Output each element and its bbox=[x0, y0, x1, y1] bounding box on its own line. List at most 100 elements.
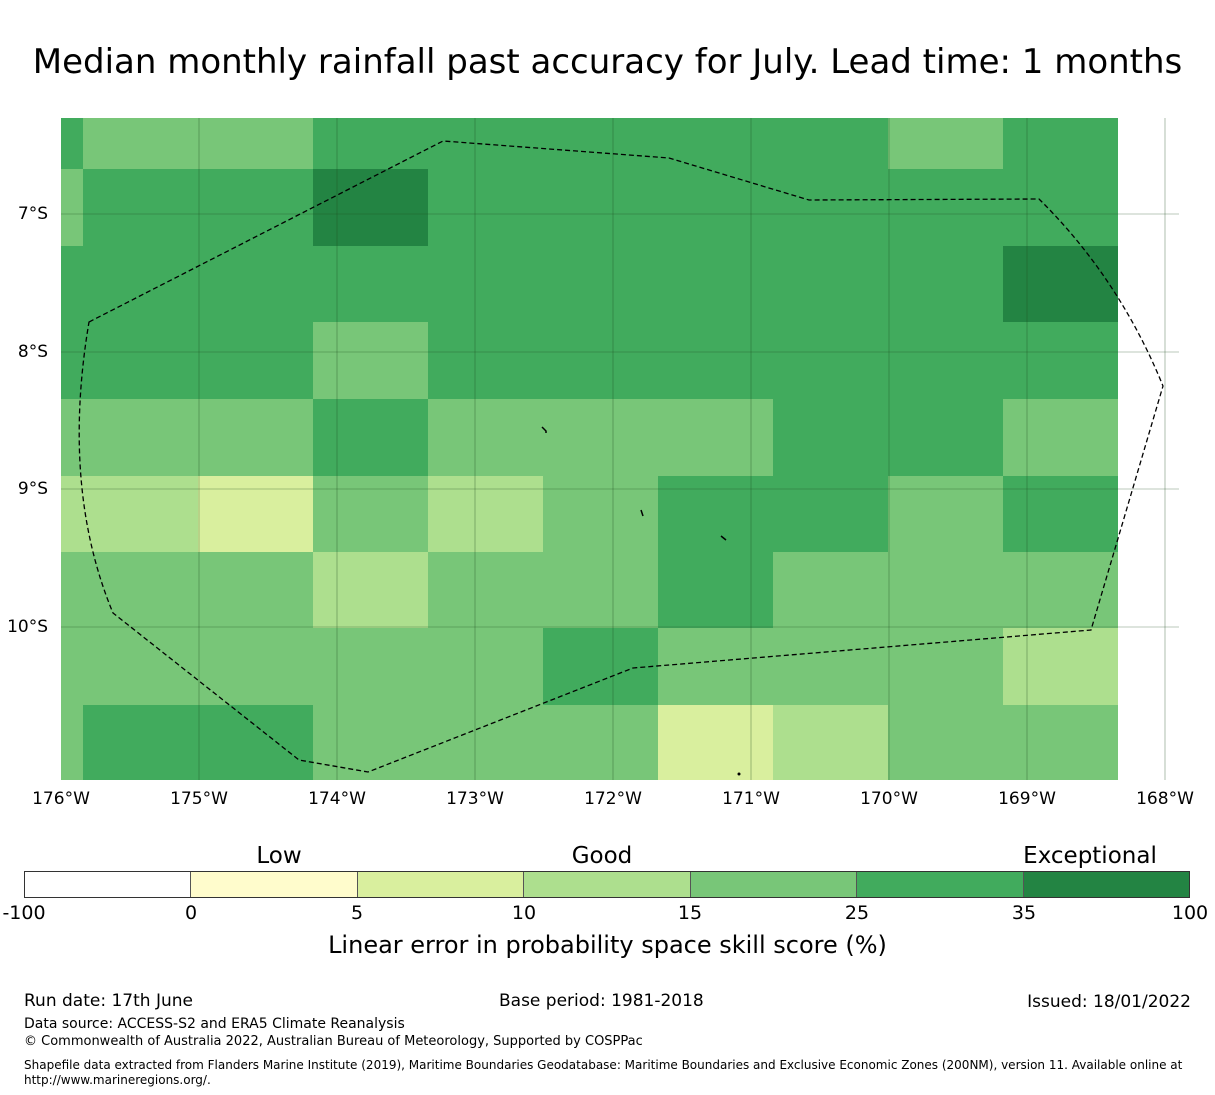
grid-cell bbox=[428, 705, 543, 780]
grid-cell bbox=[1003, 705, 1118, 780]
colorbar-tick: 0 bbox=[184, 902, 198, 924]
grid-cell bbox=[658, 705, 773, 780]
grid-cell bbox=[61, 399, 83, 476]
grid-cell bbox=[888, 476, 1003, 552]
grid-cell bbox=[888, 399, 1003, 476]
lat-label: 7°S bbox=[17, 204, 48, 224]
map-title: Median monthly rainfall past accuracy fo… bbox=[32, 42, 1183, 82]
grid-cell bbox=[428, 476, 543, 552]
island-marker bbox=[541, 426, 547, 433]
grid-cell bbox=[198, 476, 313, 552]
grid-cell bbox=[888, 118, 1003, 169]
lon-label: 175°W bbox=[170, 789, 228, 809]
shapefile-credit: Shapefile data extracted from Flanders M… bbox=[24, 1058, 1183, 1072]
grid-cell bbox=[543, 118, 658, 169]
colorbar-tick: 15 bbox=[677, 902, 703, 924]
colorbar-segment bbox=[1023, 872, 1189, 897]
colorbar-segment bbox=[690, 872, 858, 897]
grid-cell bbox=[61, 552, 83, 628]
grid-cell bbox=[888, 705, 1003, 780]
colorbar-tick: 35 bbox=[1011, 902, 1037, 924]
shapefile-url: http://www.marineregions.org/. bbox=[24, 1073, 211, 1087]
grid-cell bbox=[1003, 322, 1118, 399]
grid-cell bbox=[543, 399, 658, 476]
issued-date: Issued: 18/01/2022 bbox=[1027, 992, 1191, 1012]
colorbar-segment bbox=[25, 872, 192, 897]
grid-cell bbox=[658, 552, 773, 628]
grid-cell bbox=[888, 322, 1003, 399]
grid-cell bbox=[198, 169, 313, 246]
eez-boundary bbox=[78, 140, 1164, 773]
grid-cell bbox=[658, 476, 773, 552]
grid-cell bbox=[313, 476, 428, 552]
grid-cell bbox=[428, 322, 543, 399]
colorbar-tick: 25 bbox=[844, 902, 870, 924]
grid-cell bbox=[773, 476, 888, 552]
base-period: Base period: 1981-2018 bbox=[499, 991, 704, 1011]
grid-cell bbox=[61, 118, 83, 169]
lon-label: 171°W bbox=[722, 789, 780, 809]
colorbar-tick: -100 bbox=[2, 902, 46, 924]
copyright: © Commonwealth of Australia 2022, Austra… bbox=[24, 1034, 643, 1049]
grid-cell bbox=[198, 705, 313, 780]
grid-cell bbox=[543, 705, 658, 780]
grid-cell bbox=[61, 705, 83, 780]
grid-cell bbox=[198, 399, 313, 476]
grid-cell bbox=[543, 246, 658, 322]
grid-cell bbox=[543, 552, 658, 628]
colorbar-category-good: Good bbox=[571, 843, 633, 869]
grid-cell bbox=[83, 169, 198, 246]
grid-cell bbox=[1003, 399, 1118, 476]
grid-cell bbox=[83, 628, 198, 705]
grid-cell bbox=[61, 322, 83, 399]
grid-cell bbox=[83, 552, 198, 628]
grid-cell bbox=[658, 246, 773, 322]
grid-cell bbox=[1003, 552, 1118, 628]
grid-cell bbox=[543, 322, 658, 399]
grid-cell bbox=[773, 628, 888, 705]
grid-cell bbox=[773, 552, 888, 628]
colorbar-segment bbox=[191, 872, 358, 897]
grid-cell bbox=[61, 628, 83, 705]
skill-score-map bbox=[61, 118, 1179, 780]
lat-lon-gridlines bbox=[61, 118, 1179, 780]
grid-cell bbox=[773, 705, 888, 780]
grid-cell bbox=[83, 476, 198, 552]
island-marker bbox=[640, 509, 644, 517]
lon-label: 174°W bbox=[308, 789, 366, 809]
grid-cell bbox=[543, 476, 658, 552]
grid-cell bbox=[658, 628, 773, 705]
grid-cell bbox=[313, 246, 428, 322]
grid-cell bbox=[1003, 169, 1118, 246]
grid-cell bbox=[313, 628, 428, 705]
grid-cell bbox=[61, 169, 83, 246]
lon-label: 168°W bbox=[1136, 789, 1194, 809]
colorbar-segment bbox=[524, 872, 691, 897]
grid-cell bbox=[83, 322, 198, 399]
grid-cell bbox=[543, 628, 658, 705]
grid-cell bbox=[428, 118, 543, 169]
grid-cells bbox=[61, 118, 1118, 780]
grid-cell bbox=[198, 552, 313, 628]
grid-cell bbox=[773, 399, 888, 476]
lon-label: 173°W bbox=[446, 789, 504, 809]
grid-cell bbox=[428, 628, 543, 705]
data-source: Data source: ACCESS-S2 and ERA5 Climate … bbox=[24, 1016, 405, 1032]
lat-label: 9°S bbox=[17, 479, 48, 499]
grid-cell bbox=[313, 169, 428, 246]
grid-cell bbox=[1003, 246, 1118, 322]
lon-label: 176°W bbox=[32, 789, 90, 809]
grid-cell bbox=[198, 322, 313, 399]
grid-cell bbox=[888, 552, 1003, 628]
grid-cell bbox=[313, 118, 428, 169]
colorbar-label: Linear error in probability space skill … bbox=[328, 931, 887, 959]
lat-label: 8°S bbox=[17, 342, 48, 362]
island-marker bbox=[737, 772, 741, 776]
lon-label: 172°W bbox=[584, 789, 642, 809]
grid-cell bbox=[198, 118, 313, 169]
grid-cell bbox=[313, 705, 428, 780]
grid-cell bbox=[1003, 628, 1118, 705]
grid-cell bbox=[658, 169, 773, 246]
grid-cell bbox=[198, 628, 313, 705]
grid-cell bbox=[428, 552, 543, 628]
